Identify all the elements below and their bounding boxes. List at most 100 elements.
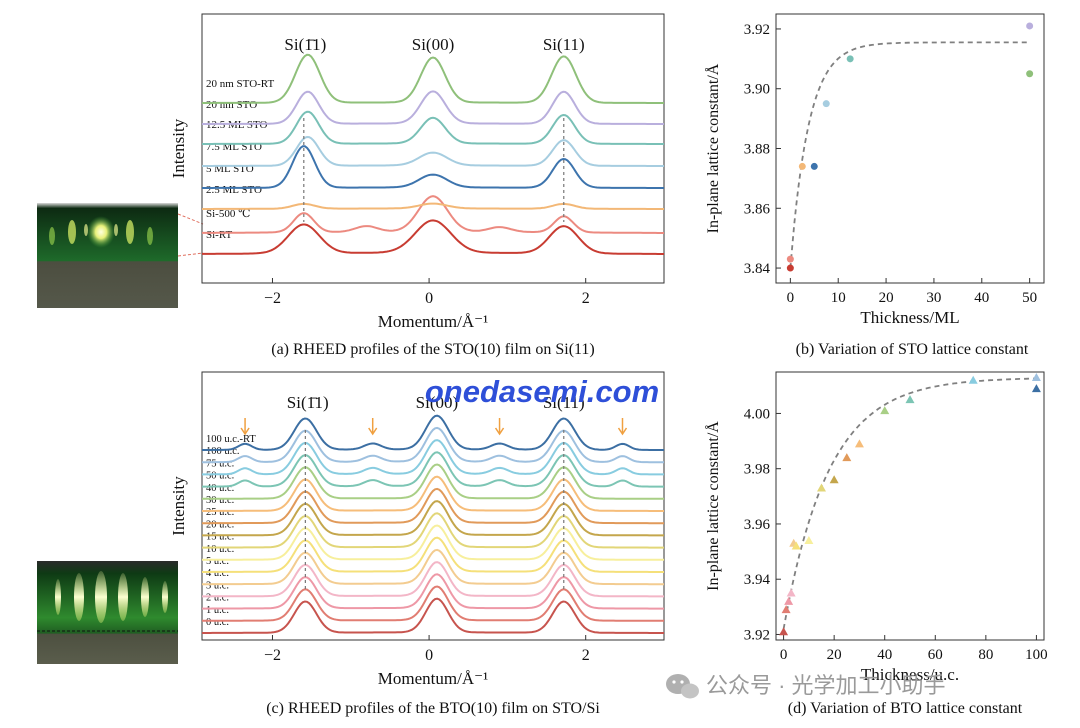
watermark-text: onedasemi.com: [425, 374, 659, 409]
peak-label: Si(00): [412, 35, 455, 54]
arrow-head: [494, 427, 505, 436]
profile-curve-6: [202, 110, 664, 145]
data-point: [880, 406, 890, 415]
series-label: 12.5 ML STO: [206, 119, 267, 131]
data-point: [854, 439, 864, 448]
series-label: 0 u.c.: [206, 617, 229, 628]
wechat-account-text: 公众号 · 光学加工小助手: [706, 673, 946, 698]
profile-curve-5: [202, 548, 664, 586]
series-label: Si-RT: [206, 229, 233, 241]
data-point: [779, 627, 789, 636]
series-label: 50 u.c.: [206, 471, 234, 482]
series-label: 2 u.c.: [206, 593, 229, 604]
data-point: [829, 475, 839, 484]
x-tick-label: 40: [974, 290, 989, 306]
profile-curve-4: [202, 145, 664, 189]
panel-caption: (d) Variation of BTO lattice constant: [788, 700, 1023, 717]
profile-curve-6: [202, 536, 664, 573]
x-tick-label: 50: [1022, 290, 1037, 306]
profile-curve-5: [202, 135, 664, 167]
x-tick-label: 0: [787, 290, 795, 306]
y-axis-label: In-plane lattice constant/Å: [704, 63, 722, 233]
data-point: [798, 162, 806, 170]
profile-curve-3: [202, 573, 664, 610]
fit-curve: [789, 41, 1030, 269]
x-tick-label: 0: [425, 290, 433, 307]
chart-panel-d: 0 20 40 60 80 100 3.92 3.94 3.96 3.98 4.00 Thicknes…: [704, 371, 1048, 684]
series-label: 30 u.c.: [206, 495, 234, 506]
profile-curve-11: [202, 475, 664, 512]
x-tick-label: 80: [978, 647, 993, 663]
x-tick-label: −2: [264, 290, 281, 307]
profile-curve-7: [202, 524, 664, 561]
wechat-badge: 公众号 · 光学加工小助手: [666, 673, 946, 699]
plot-frame: [775, 371, 1045, 641]
data-point: [791, 541, 801, 550]
panel-caption: (a) RHEED profiles of the STO(10) film o…: [271, 341, 595, 358]
y-tick-label: 3.92: [744, 22, 770, 38]
profile-curve-16: [202, 414, 664, 451]
data-point: [804, 536, 814, 545]
x-tick-label: −2: [264, 647, 281, 664]
data-point: [786, 588, 796, 597]
series-label: 20 nm STO: [206, 99, 257, 111]
profile-curve-1: [202, 597, 664, 634]
arrow-head: [368, 427, 378, 436]
data-point: [1031, 384, 1041, 393]
series-label: 3 u.c.: [206, 580, 229, 591]
series-label: 5 ML STO: [206, 163, 254, 175]
chart-panel-a: −2 0 2 Momentum/Å⁻¹ Intensity Si(1̄1) Si(00) Si…: [169, 13, 665, 331]
plot-frame: [775, 13, 1045, 284]
profile-curve-15: [202, 426, 664, 464]
arrow-head: [617, 427, 628, 436]
data-point: [846, 55, 854, 63]
x-tick-label: 2: [582, 290, 590, 307]
x-tick-label: 40: [877, 647, 892, 663]
x-tick-label: 0: [425, 647, 433, 664]
plot-frame: [201, 13, 665, 284]
series-label: 25 u.c.: [206, 507, 234, 518]
series-label: 4 u.c.: [206, 568, 229, 579]
data-point: [842, 453, 852, 462]
y-tick-label: 3.88: [744, 142, 770, 158]
profile-curve-12: [202, 463, 664, 500]
panel-caption: (b) Variation of STO lattice constant: [796, 341, 1029, 358]
series-label: 100 u.c.-RT: [206, 434, 256, 445]
data-point: [822, 100, 830, 108]
peak-label: Si(00): [416, 393, 459, 412]
data-point: [786, 264, 794, 272]
wechat-icon: [666, 674, 699, 699]
profile-curve-7: [202, 90, 664, 125]
y-axis-label: Intensity: [169, 476, 188, 536]
rheed-image-bto: [37, 561, 178, 664]
zoom-line-top: [177, 213, 204, 225]
panel-caption: (c) RHEED profiles of the BTO(10) film o…: [266, 700, 600, 717]
x-tick-label: 30: [926, 290, 941, 306]
y-tick-label: 4.00: [744, 406, 770, 422]
peak-label: Si(11): [543, 35, 585, 54]
chart-panel-c: −2 0 2 Momentum/Å⁻¹ Intensity Si(1̄1) Si(00) Si…: [169, 371, 665, 688]
data-point: [905, 395, 915, 404]
profile-curve-14: [202, 439, 664, 476]
fit-curve: [782, 377, 1037, 630]
series-label: 2.5 ML STO: [206, 184, 262, 196]
chart-panel-b: 0 10 20 30 40 50 3.84 3.86 3.88 3.90 3.92 Thickness…: [704, 13, 1045, 327]
profile-curve-8: [202, 53, 664, 104]
x-tick-label: 0: [780, 647, 788, 663]
series-label: 1 u.c.: [206, 605, 229, 616]
peak-label: Si(11): [543, 393, 585, 412]
data-point: [784, 596, 794, 605]
data-point: [781, 605, 791, 614]
series-label: 20 u.c.: [206, 519, 234, 530]
profile-curve-9: [202, 500, 664, 537]
profile-curve-10: [202, 487, 664, 525]
data-point: [817, 483, 827, 492]
peak-label: Si(1̄1): [284, 35, 326, 54]
profile-curve-2: [202, 585, 664, 622]
data-point: [1031, 373, 1041, 382]
series-label: 5 u.c.: [206, 556, 229, 567]
profile-curve-2: [202, 195, 664, 234]
zoom-line-bottom: [177, 252, 204, 257]
x-tick-label: 20: [879, 290, 894, 306]
